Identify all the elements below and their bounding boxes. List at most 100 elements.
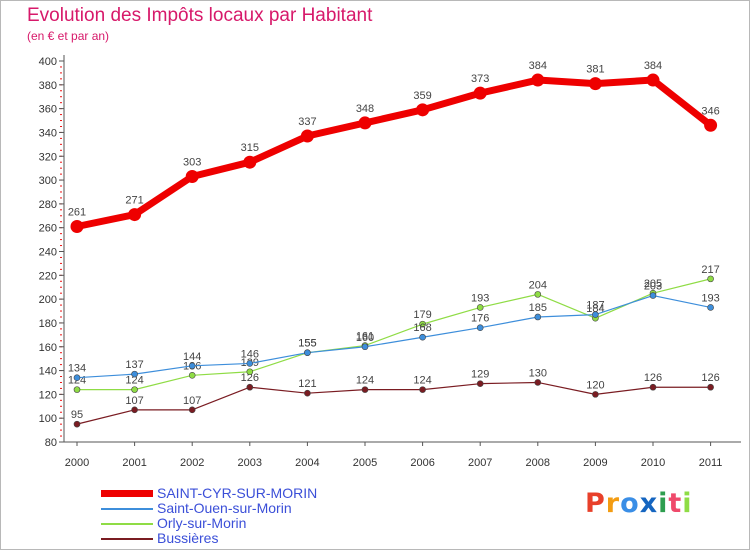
data-point bbox=[358, 116, 372, 130]
data-point bbox=[704, 118, 718, 132]
legend-swatch bbox=[101, 537, 153, 540]
data-point bbox=[304, 389, 311, 397]
y-tick-label: 100 bbox=[39, 413, 57, 425]
data-label: 348 bbox=[356, 103, 374, 115]
data-point bbox=[649, 383, 657, 391]
data-label: 124 bbox=[413, 375, 431, 387]
series-line bbox=[77, 278, 711, 391]
data-label: 384 bbox=[529, 60, 547, 72]
proxiti-logo: Proxiti bbox=[585, 488, 693, 519]
data-point bbox=[534, 379, 542, 386]
y-tick-label: 360 bbox=[39, 104, 57, 116]
x-tick-label: 2000 bbox=[65, 457, 89, 469]
y-tick-label: 240 bbox=[39, 247, 57, 259]
data-label: 193 bbox=[701, 292, 719, 304]
series-bussieres: 95 107 107 126 121 124 124 129 130 120 126 126 bbox=[71, 367, 720, 428]
data-point bbox=[707, 304, 714, 311]
data-label: 337 bbox=[298, 116, 316, 128]
data-label: 176 bbox=[471, 313, 489, 325]
data-label: 121 bbox=[298, 378, 316, 390]
data-label: 129 bbox=[471, 369, 489, 381]
y-tick-label: 120 bbox=[39, 389, 57, 401]
data-label: 384 bbox=[644, 60, 662, 72]
legend-item: SAINT-CYR-SUR-MORIN bbox=[101, 486, 317, 501]
data-point bbox=[246, 368, 254, 376]
data-label: 303 bbox=[183, 156, 201, 168]
data-point bbox=[131, 370, 138, 378]
logo-letter: t bbox=[668, 488, 683, 519]
x-tick-label: 2010 bbox=[641, 457, 665, 469]
logo-letter: i bbox=[682, 488, 693, 519]
data-label: 179 bbox=[413, 309, 431, 321]
data-label: 126 bbox=[701, 372, 719, 384]
data-label: 168 bbox=[413, 322, 431, 334]
data-point bbox=[707, 383, 714, 391]
data-point bbox=[73, 420, 81, 428]
data-point bbox=[476, 324, 484, 332]
data-label: 217 bbox=[701, 264, 719, 276]
legend-label: Orly-sur-Morin bbox=[157, 515, 247, 531]
y-tick-label: 220 bbox=[39, 270, 57, 282]
y-tick-label: 200 bbox=[39, 294, 57, 306]
data-label: 359 bbox=[413, 90, 431, 102]
series-saint-ouen-sur-morin: 134 137 144 146 155 160 168 176 185 187 203 193 bbox=[68, 281, 720, 382]
logo-letter: x bbox=[639, 488, 659, 519]
data-point bbox=[473, 86, 487, 100]
data-point bbox=[534, 313, 542, 321]
data-label: 346 bbox=[701, 105, 719, 117]
y-tick-label: 300 bbox=[39, 175, 57, 187]
data-point bbox=[246, 360, 254, 367]
data-point bbox=[476, 380, 484, 387]
x-tick-label: 2011 bbox=[699, 457, 723, 469]
data-point bbox=[588, 77, 602, 91]
data-point bbox=[243, 155, 257, 169]
data-point bbox=[185, 169, 199, 183]
series-line bbox=[76, 294, 711, 379]
y-tick-label: 340 bbox=[39, 127, 57, 139]
data-label: 261 bbox=[68, 206, 86, 218]
logo-letter: o bbox=[620, 488, 640, 519]
data-label: 193 bbox=[471, 292, 489, 304]
x-tick-label: 2007 bbox=[468, 457, 492, 469]
data-label: 134 bbox=[68, 363, 86, 375]
y-tick-label: 280 bbox=[39, 199, 57, 211]
chart-legend: SAINT-CYR-SUR-MORIN Saint-Ouen-sur-Morin O… bbox=[101, 486, 317, 546]
data-point bbox=[361, 343, 369, 351]
y-tick-label: 80 bbox=[45, 437, 57, 449]
legend-item: Orly-sur-Morin bbox=[101, 516, 317, 531]
series-orly-sur-morin: 124124136139155161179193204184205217 bbox=[68, 264, 720, 393]
data-label: 107 bbox=[183, 395, 201, 407]
data-point bbox=[70, 219, 84, 233]
data-label: 124 bbox=[356, 375, 374, 387]
data-label: 126 bbox=[644, 372, 662, 384]
data-point bbox=[476, 304, 484, 311]
legend-swatch bbox=[101, 522, 153, 525]
y-tick-label: 400 bbox=[39, 56, 57, 68]
logo-letter: r bbox=[605, 488, 621, 519]
y-tick-label: 320 bbox=[39, 151, 57, 163]
data-point bbox=[416, 103, 430, 117]
y-tick-label: 380 bbox=[39, 80, 57, 92]
series-line bbox=[76, 381, 711, 425]
data-label: 381 bbox=[586, 64, 604, 76]
x-tick-label: 2006 bbox=[410, 457, 434, 469]
data-point bbox=[419, 320, 426, 328]
legend-swatch bbox=[101, 507, 153, 510]
data-label: 271 bbox=[125, 195, 143, 207]
chart-title: Evolution des Impôts locaux par Habitant bbox=[27, 5, 373, 26]
data-label: 315 bbox=[241, 142, 259, 154]
data-label: 146 bbox=[241, 348, 259, 360]
data-point bbox=[73, 386, 81, 393]
data-point bbox=[419, 333, 426, 341]
data-point bbox=[361, 386, 369, 393]
legend-item: Saint-Ouen-sur-Morin bbox=[101, 501, 317, 516]
data-point bbox=[300, 129, 314, 143]
x-tick-label: 2003 bbox=[238, 457, 262, 469]
data-label: 187 bbox=[586, 300, 604, 312]
y-tick-label: 160 bbox=[39, 342, 57, 354]
data-point bbox=[304, 349, 311, 357]
y-tick-label: 260 bbox=[39, 223, 57, 235]
series-saint-cyr-sur-morin: 261 271 303 315 337 348 359 373 384 381 384 346 bbox=[68, 60, 720, 233]
